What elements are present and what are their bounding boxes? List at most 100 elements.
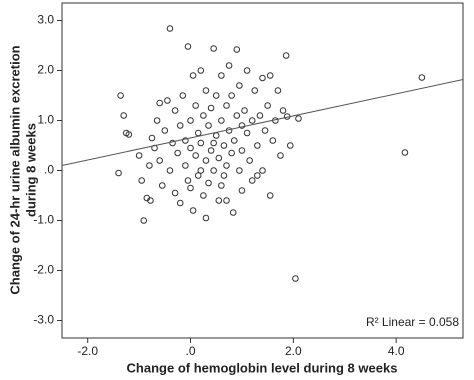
data-point — [246, 157, 253, 164]
data-point — [266, 72, 274, 79]
data-point — [220, 142, 228, 149]
data-point — [179, 92, 187, 99]
data-point — [236, 82, 243, 89]
data-point — [254, 172, 261, 179]
data-point — [218, 117, 225, 124]
data-point — [238, 187, 246, 194]
x-tick-label: 2.0 — [285, 344, 302, 358]
data-point — [189, 207, 197, 214]
data-point — [233, 46, 241, 53]
data-point — [182, 162, 189, 169]
data-point — [187, 144, 194, 152]
data-point — [266, 192, 274, 199]
data-point — [238, 122, 246, 129]
data-point — [277, 152, 284, 159]
y-tick-label: 3.0 — [37, 13, 54, 27]
x-axis-label: Change of hemoglobin level during 8 week… — [127, 360, 398, 375]
data-point — [418, 74, 426, 81]
data-point — [251, 87, 259, 94]
data-point — [192, 152, 199, 159]
y-tick-label: 2.0 — [37, 63, 54, 77]
data-point — [241, 107, 248, 114]
x-tick-label: 4.0 — [388, 344, 405, 358]
data-point — [286, 142, 294, 149]
data-point — [238, 147, 246, 154]
data-point — [147, 197, 154, 204]
data-point — [228, 92, 235, 99]
data-point — [202, 87, 210, 94]
data-point — [176, 122, 184, 129]
data-point — [243, 129, 251, 137]
data-point — [269, 137, 277, 144]
data-point — [205, 179, 212, 187]
x-tick-label: -2.0 — [77, 344, 98, 358]
data-point — [205, 122, 212, 129]
data-point — [146, 162, 153, 169]
data-point — [156, 99, 163, 107]
y-axis-label: during 8 weeks — [23, 123, 38, 217]
fit-line — [61, 79, 464, 166]
data-point — [215, 154, 223, 162]
data-point — [158, 182, 166, 189]
data-point — [292, 275, 299, 282]
data-point — [169, 139, 176, 147]
data-point — [230, 137, 238, 144]
data-point — [259, 74, 266, 82]
data-point — [117, 92, 124, 99]
data-point — [218, 182, 225, 189]
data-point — [279, 107, 287, 114]
data-point — [176, 199, 184, 207]
x-tick-label: .0 — [186, 344, 196, 358]
data-point — [140, 217, 148, 224]
y-tick-label: .0 — [44, 163, 54, 177]
data-point — [200, 192, 207, 199]
data-point — [171, 107, 179, 114]
data-point — [212, 92, 220, 99]
y-tick-label: -2.0 — [33, 263, 54, 277]
data-point — [194, 172, 202, 179]
data-point — [200, 112, 207, 119]
data-point — [256, 112, 264, 119]
plot-frame — [61, 2, 464, 339]
data-point — [202, 157, 210, 164]
data-point — [156, 157, 163, 164]
data-point — [248, 177, 256, 184]
data-point — [174, 149, 181, 157]
data-point — [223, 162, 230, 169]
data-point — [259, 167, 266, 174]
data-point — [274, 87, 282, 94]
y-tick-label: -1.0 — [33, 213, 54, 227]
data-point — [210, 139, 217, 147]
y-tick-label: -3.0 — [33, 313, 54, 327]
data-point — [182, 137, 189, 144]
data-point — [401, 149, 409, 156]
data-point — [184, 177, 192, 184]
y-tick-label: 1.0 — [37, 113, 54, 127]
data-point — [192, 102, 199, 109]
data-point — [218, 72, 225, 79]
data-point — [264, 102, 271, 109]
data-point — [233, 112, 241, 119]
data-point — [197, 167, 205, 174]
data-point — [223, 102, 230, 109]
data-point — [261, 127, 269, 134]
data-point — [197, 139, 205, 147]
data-point — [120, 112, 127, 119]
data-point — [189, 72, 197, 79]
data-point — [220, 172, 228, 179]
data-point — [138, 177, 145, 184]
annotation: R² Linear = 0.058 — [366, 315, 459, 329]
data-point — [161, 127, 169, 134]
data-point — [148, 134, 156, 142]
data-point — [135, 152, 143, 159]
data-point — [243, 67, 251, 74]
y-axis-label: Change of 24-hr urine albumin excretion — [7, 45, 22, 294]
data-point — [223, 197, 230, 204]
data-point — [207, 147, 215, 154]
data-point — [166, 167, 174, 174]
data-point — [164, 97, 171, 104]
data-point — [210, 45, 217, 52]
data-point — [187, 184, 194, 192]
data-point — [229, 209, 237, 216]
